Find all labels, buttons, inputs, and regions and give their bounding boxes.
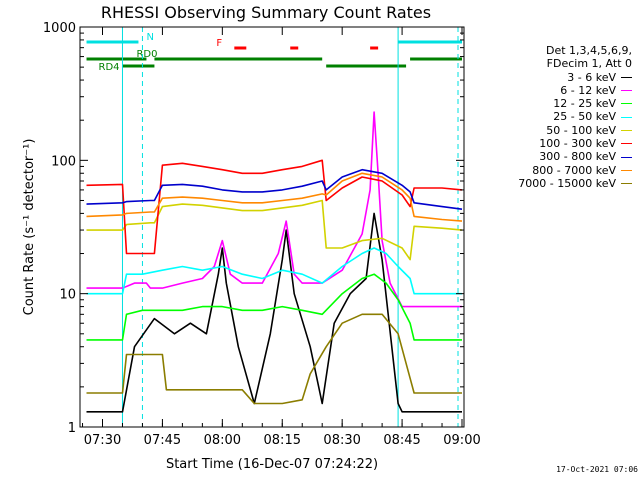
y-tick-label: 100: [51, 154, 76, 169]
series-line-7: [86, 172, 463, 222]
legend-entry: 3 - 6 keV: [462, 71, 632, 84]
legend-entry: 12 - 25 keV: [462, 97, 632, 110]
y-tick-label: 1: [68, 421, 76, 436]
generation-timestamp: 17-Oct-2021 07:06: [556, 465, 638, 474]
legend-entry: 100 - 300 keV: [462, 137, 632, 150]
y-tick-label: 10: [59, 288, 76, 303]
x-tick-label: 07:30: [84, 433, 121, 448]
legend-entry: 50 - 100 keV: [462, 124, 632, 137]
annotation-label-rd0: RD0: [136, 49, 157, 60]
y-tick-label: 1000: [43, 21, 76, 36]
legend-swatch: [621, 169, 632, 171]
series-line-1: [86, 111, 462, 308]
legend-header-2: FDecim 1, Att 0: [546, 57, 632, 71]
legend-swatch: [621, 129, 632, 131]
series-line-8: [86, 313, 462, 405]
legend-label: 800 - 7000 keV: [532, 163, 616, 177]
x-tick-label: 08:00: [204, 433, 241, 448]
legend-label: 6 - 12 keV: [560, 83, 616, 97]
legend-swatch: [621, 76, 632, 78]
x-tick-label: 07:45: [144, 433, 181, 448]
legend-entry: 7000 - 15000 keV: [462, 177, 632, 190]
y-axis-label: Count Rate (s⁻¹ detector⁻¹): [22, 139, 37, 316]
legend-label: 50 - 100 keV: [546, 123, 616, 137]
legend-label: 7000 - 15000 keV: [518, 176, 616, 190]
legend-header-1: Det 1,3,4,5,6,9,: [545, 44, 632, 57]
series-line-2: [86, 273, 462, 341]
x-tick-label: 08:15: [264, 433, 301, 448]
legend-swatch: [621, 90, 632, 92]
legend-swatch: [621, 156, 632, 158]
legend-swatch: [621, 143, 632, 145]
series-line-4: [86, 199, 463, 261]
series-layer: [86, 111, 463, 413]
series-line-5: [86, 159, 463, 255]
annotation-layer: N F RD0 RD4: [86, 32, 463, 73]
legend: Det 1,3,4,5,6,9, FDecim 1, Att 0 3 - 6 k…: [462, 44, 632, 190]
legend-swatch: [621, 183, 632, 185]
legend-entry: 800 - 7000 keV: [462, 164, 632, 177]
series-line-6: [86, 168, 463, 210]
annotation-label-n: N: [146, 32, 153, 43]
legend-label: 12 - 25 keV: [553, 97, 616, 111]
plot-frame: [79, 26, 465, 428]
series-line-0: [86, 212, 462, 413]
x-axis-label: Start Time (16-Dec-07 07:24:22): [166, 457, 378, 472]
legend-entry: 300 - 800 keV: [462, 150, 632, 163]
x-tick-label: 09:00: [443, 433, 480, 448]
x-tick-label: 08:30: [323, 433, 360, 448]
legend-entry: 25 - 50 keV: [462, 110, 632, 123]
series-line-3: [86, 247, 462, 295]
event-lines: [121, 27, 459, 427]
legend-label: 300 - 800 keV: [539, 150, 616, 164]
axes-layer: 07:30 07:45 08:00 08:15 08:30 08:45 09:00 1 10 10…: [43, 21, 481, 448]
legend-swatch: [621, 116, 632, 118]
chart-title: RHESSI Observing Summary Count Rates: [101, 3, 431, 22]
legend-swatch: [621, 103, 632, 105]
annotation-label-f: F: [216, 38, 222, 49]
legend-label: 100 - 300 keV: [539, 137, 616, 151]
legend-label: 3 - 6 keV: [567, 70, 616, 84]
legend-entry: 6 - 12 keV: [462, 84, 632, 97]
x-tick-label: 08:45: [383, 433, 420, 448]
annotation-label-rd4: RD4: [99, 62, 120, 73]
legend-label: 25 - 50 keV: [553, 110, 616, 124]
